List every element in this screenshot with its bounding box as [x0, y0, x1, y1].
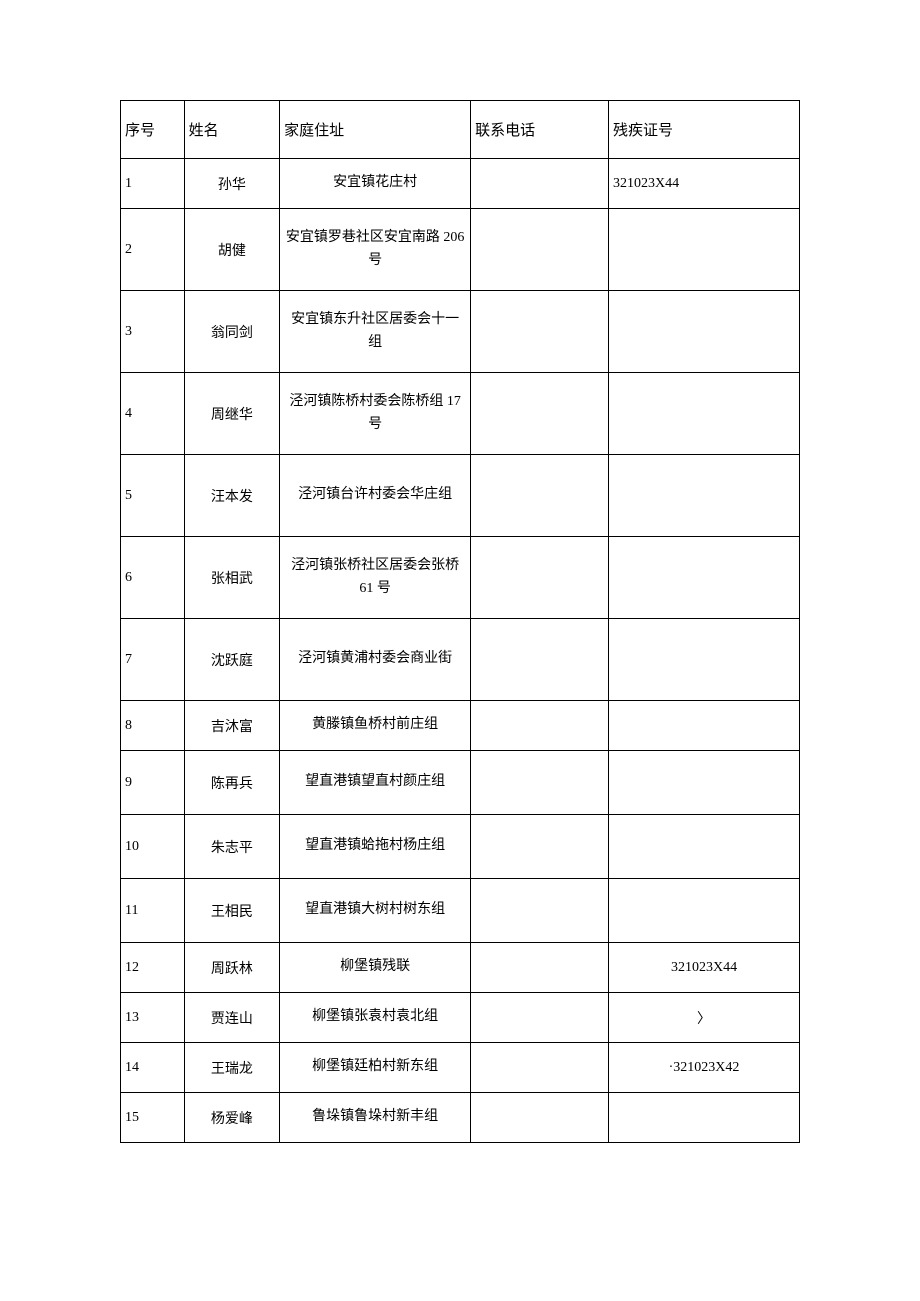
- cell-address: 柳堡镇廷柏村新东组: [280, 1043, 471, 1093]
- cell-seq: 15: [121, 1093, 185, 1143]
- cell-cert: [609, 455, 800, 537]
- cell-phone: [471, 455, 609, 537]
- cell-phone: [471, 879, 609, 943]
- cell-name: 沈跃庭: [184, 619, 279, 701]
- cell-seq: 12: [121, 943, 185, 993]
- cell-address: 鲁垛镇鲁垛村新丰组: [280, 1093, 471, 1143]
- cell-address: 安宜镇罗巷社区安宜南路 206 号: [280, 209, 471, 291]
- table-row: 4周继华泾河镇陈桥村委会陈桥组 17 号: [121, 373, 800, 455]
- cell-cert: ·321023X42: [609, 1043, 800, 1093]
- cell-seq: 11: [121, 879, 185, 943]
- cell-seq: 1: [121, 159, 185, 209]
- cell-seq: 5: [121, 455, 185, 537]
- cell-phone: [471, 159, 609, 209]
- cell-phone: [471, 537, 609, 619]
- cell-seq: 8: [121, 701, 185, 751]
- table-row: 6张相武泾河镇张桥社区居委会张桥 61 号: [121, 537, 800, 619]
- cell-cert: 321023X44: [609, 159, 800, 209]
- table-row: 10朱志平望直港镇蛤拖村杨庄组: [121, 815, 800, 879]
- cell-name: 贾连山: [184, 993, 279, 1043]
- cell-address: 安宜镇花庄村: [280, 159, 471, 209]
- cell-phone: [471, 993, 609, 1043]
- table-row: 3翁同剑安宜镇东升社区居委会十一组: [121, 291, 800, 373]
- cell-seq: 10: [121, 815, 185, 879]
- cell-phone: [471, 701, 609, 751]
- cell-cert: [609, 209, 800, 291]
- cell-name: 陈再兵: [184, 751, 279, 815]
- cell-name: 周继华: [184, 373, 279, 455]
- cell-seq: 3: [121, 291, 185, 373]
- table-row: 2胡健安宜镇罗巷社区安宜南路 206 号: [121, 209, 800, 291]
- cell-phone: [471, 751, 609, 815]
- table-row: 12周跃林柳堡镇残联 321023X44: [121, 943, 800, 993]
- cell-seq: 2: [121, 209, 185, 291]
- table-header-row: 序号 姓名 家庭住址 联系电话 残疾证号: [121, 101, 800, 159]
- cell-cert: [609, 751, 800, 815]
- header-address: 家庭住址: [280, 101, 471, 159]
- cell-seq: 9: [121, 751, 185, 815]
- cell-name: 王相民: [184, 879, 279, 943]
- table-row: 8吉沐富黄滕镇鱼桥村前庄组: [121, 701, 800, 751]
- cell-cert: [609, 879, 800, 943]
- cell-address: 柳堡镇张袁村袁北组: [280, 993, 471, 1043]
- cell-cert: [609, 373, 800, 455]
- header-seq: 序号: [121, 101, 185, 159]
- table-body: 1孙华安宜镇花庄村321023X442胡健安宜镇罗巷社区安宜南路 206 号3翁…: [121, 159, 800, 1143]
- cell-name: 杨爱峰: [184, 1093, 279, 1143]
- cell-cert: [609, 619, 800, 701]
- cell-address: 望直港镇大树村树东组: [280, 879, 471, 943]
- cell-seq: 6: [121, 537, 185, 619]
- table-row: 9陈再兵望直港镇望直村颜庄组: [121, 751, 800, 815]
- cell-phone: [471, 291, 609, 373]
- table-row: 1孙华安宜镇花庄村 321023X44: [121, 159, 800, 209]
- cell-phone: [471, 619, 609, 701]
- table-row: 5汪本发泾河镇台许村委会华庄组: [121, 455, 800, 537]
- cell-cert: [609, 815, 800, 879]
- cell-name: 胡健: [184, 209, 279, 291]
- cell-cert: [609, 537, 800, 619]
- cell-name: 周跃林: [184, 943, 279, 993]
- cell-cert: [609, 291, 800, 373]
- cell-address: 泾河镇台许村委会华庄组: [280, 455, 471, 537]
- cell-seq: 14: [121, 1043, 185, 1093]
- cell-cert: 321023X44: [609, 943, 800, 993]
- cell-address: 黄滕镇鱼桥村前庄组: [280, 701, 471, 751]
- cell-phone: [471, 815, 609, 879]
- registry-table: 序号 姓名 家庭住址 联系电话 残疾证号 1孙华安宜镇花庄村321023X442…: [120, 100, 800, 1143]
- cell-seq: 7: [121, 619, 185, 701]
- cell-address: 望直港镇蛤拖村杨庄组: [280, 815, 471, 879]
- cell-phone: [471, 209, 609, 291]
- cell-cert: [609, 1093, 800, 1143]
- cell-phone: [471, 1043, 609, 1093]
- header-phone: 联系电话: [471, 101, 609, 159]
- cell-address: 泾河镇黄浦村委会商业街: [280, 619, 471, 701]
- cell-address: 安宜镇东升社区居委会十一组: [280, 291, 471, 373]
- cell-phone: [471, 373, 609, 455]
- cell-seq: 13: [121, 993, 185, 1043]
- cell-name: 张相武: [184, 537, 279, 619]
- cell-address: 柳堡镇残联: [280, 943, 471, 993]
- cell-phone: [471, 943, 609, 993]
- table-row: 13贾连山柳堡镇张袁村袁北组 〉: [121, 993, 800, 1043]
- table-row: 7沈跃庭泾河镇黄浦村委会商业街: [121, 619, 800, 701]
- cell-name: 孙华: [184, 159, 279, 209]
- cell-phone: [471, 1093, 609, 1143]
- header-cert: 残疾证号: [609, 101, 800, 159]
- cell-name: 汪本发: [184, 455, 279, 537]
- header-name: 姓名: [184, 101, 279, 159]
- cell-address: 泾河镇陈桥村委会陈桥组 17 号: [280, 373, 471, 455]
- cell-address: 泾河镇张桥社区居委会张桥 61 号: [280, 537, 471, 619]
- cell-seq: 4: [121, 373, 185, 455]
- table-row: 14王瑞龙柳堡镇廷柏村新东组 ·321023X42: [121, 1043, 800, 1093]
- cell-name: 王瑞龙: [184, 1043, 279, 1093]
- cell-name: 翁同剑: [184, 291, 279, 373]
- cell-cert: 〉: [609, 993, 800, 1043]
- table-row: 15杨爱峰鲁垛镇鲁垛村新丰组: [121, 1093, 800, 1143]
- cell-address: 望直港镇望直村颜庄组: [280, 751, 471, 815]
- cell-name: 朱志平: [184, 815, 279, 879]
- cell-name: 吉沐富: [184, 701, 279, 751]
- cell-cert: [609, 701, 800, 751]
- table-row: 11王相民望直港镇大树村树东组: [121, 879, 800, 943]
